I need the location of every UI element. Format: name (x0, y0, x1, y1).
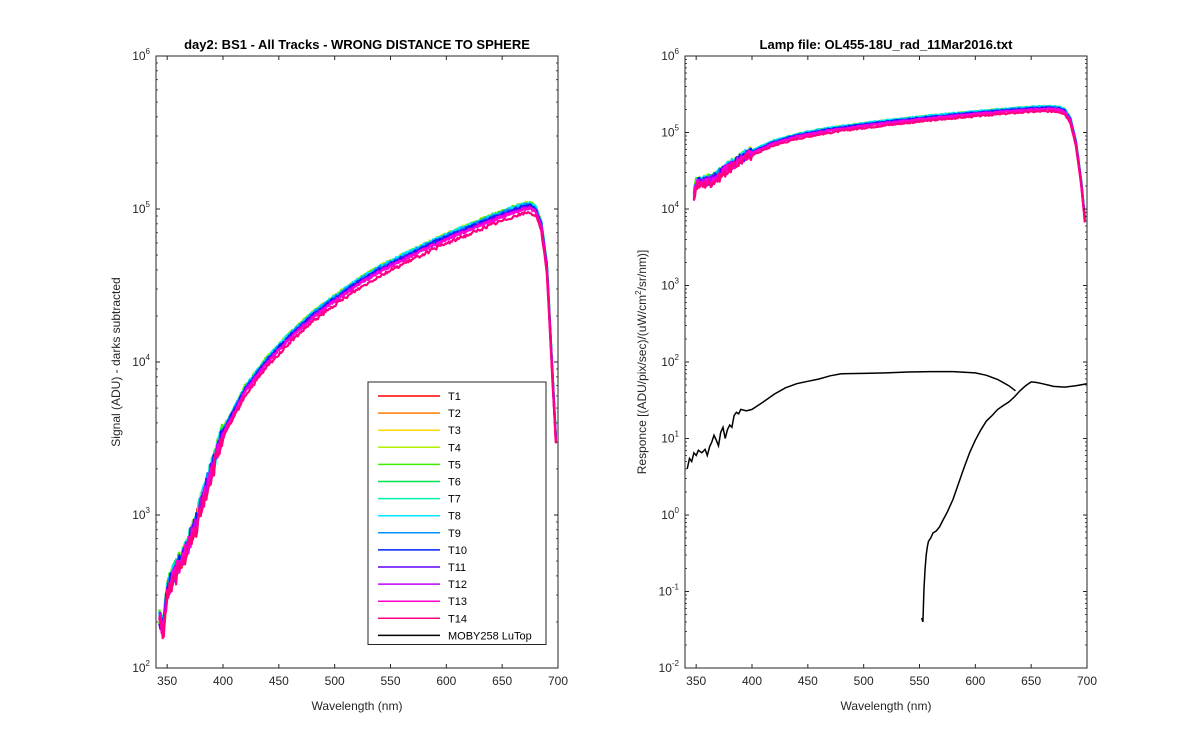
right-y-tick-label: 103 (661, 277, 679, 293)
right-y-tick-label: 100 (661, 506, 679, 522)
legend-entry-label: T5 (448, 459, 461, 471)
left-axes: 350 400 450 500 550 600 650 700102103104105106 … (109, 37, 568, 713)
left-y-tick-label: 106 (132, 47, 150, 63)
right-x-tick-label: 500 (854, 674, 874, 688)
right-x-tick-label: 650 (1021, 674, 1041, 688)
right-y-tick-label: 10-2 (659, 659, 680, 675)
right-x-tick-label: 600 (965, 674, 985, 688)
left-x-tick-label: 650 (492, 674, 512, 688)
legend-entry-label: T13 (448, 596, 467, 608)
right-plot-area (685, 56, 1087, 668)
legend-entry-label: T3 (448, 425, 461, 437)
left-x-tick-label: 450 (269, 674, 289, 688)
left-y-tick-label: 103 (132, 506, 150, 522)
right-chart-title: Lamp file: OL455-18U_rad_11Mar2016.txt (760, 37, 1014, 52)
left-x-tick-label: 600 (436, 674, 456, 688)
right-black-curve-rise (920, 381, 1088, 623)
right-axis-ticks: 350 400 450 500 550 600 650 700 10-2 10-1 100 101 10… (659, 47, 1098, 688)
right-x-tick-label: 700 (1077, 674, 1097, 688)
legend-entry-label: T14 (448, 613, 467, 625)
legend-entry-label: T4 (448, 442, 461, 454)
left-y-tick-label: 105 (132, 200, 150, 216)
right-black-curve-lutop (686, 370, 1016, 470)
right-plot-lines (686, 104, 1088, 623)
legend-entry-label: T6 (448, 477, 461, 489)
legend-entry-label: T12 (448, 579, 467, 591)
legend-entry-label: T9 (448, 528, 461, 540)
right-x-tick-label: 550 (909, 674, 929, 688)
legend-entry-label: T11 (448, 562, 466, 574)
left-axis-ticks: 350 400 450 500 550 600 650 700 102 103 104 105 106 (132, 47, 568, 688)
left-x-tick-label: 550 (380, 674, 400, 688)
left-y-tick-label: 104 (132, 353, 150, 369)
legend-entry-label: T2 (448, 408, 461, 420)
right-y-tick-label: 104 (661, 200, 679, 216)
left-x-tick-label: 400 (213, 674, 233, 688)
right-x-axis-label: Wavelength (nm) (841, 699, 932, 713)
left-series-t14 (158, 210, 557, 640)
legend-entry-label: T1 (448, 391, 461, 403)
right-y-tick-label: 101 (661, 430, 679, 446)
right-y-tick-label: 105 (661, 124, 679, 140)
right-axes: 350 400 450 500 550 600 650 700 10-2 10-1 100 101 10… (634, 37, 1097, 713)
right-y-tick-label: 106 (661, 47, 679, 63)
left-x-tick-label: 500 (325, 674, 345, 688)
left-x-tick-label: 700 (548, 674, 568, 688)
legend-entry-label: MOBY258 LuTop (448, 630, 532, 642)
left-axes-box (155, 55, 559, 669)
left-y-axis-label: Signal (ADU) - darks subtracted (109, 277, 123, 446)
left-x-tick-label: 350 (157, 674, 177, 688)
right-x-tick-label: 350 (686, 674, 706, 688)
right-x-tick-label: 450 (798, 674, 818, 688)
left-x-axis-label: Wavelength (nm) (312, 699, 403, 713)
right-axes-box (684, 55, 1088, 669)
left-chart-title: day2: BS1 - All Tracks - WRONG DISTANCE … (184, 37, 530, 52)
left-legend: T1 T2 T3 T4 T5 T6 T7 T8 T9 T10 T11 T12 T13 T14 MOBY258… (367, 381, 547, 645)
legend-entry-label: T7 (448, 494, 461, 506)
right-x-tick-label: 400 (742, 674, 762, 688)
right-series-t14 (692, 109, 1086, 223)
left-y-tick-label: 102 (132, 659, 150, 675)
right-y-tick-label: 10-1 (659, 583, 680, 599)
left-series-t13 (158, 206, 557, 635)
right-y-axis-label: Responce [(ADU/pix/sec)/(uW/cm2/sr/nm)] (634, 250, 649, 475)
legend-entry-label: T10 (448, 545, 467, 557)
right-series-t13 (692, 107, 1086, 221)
left-plot-lines (158, 200, 557, 640)
legend-entry-label: T8 (448, 511, 461, 523)
right-y-tick-label: 102 (661, 353, 679, 369)
